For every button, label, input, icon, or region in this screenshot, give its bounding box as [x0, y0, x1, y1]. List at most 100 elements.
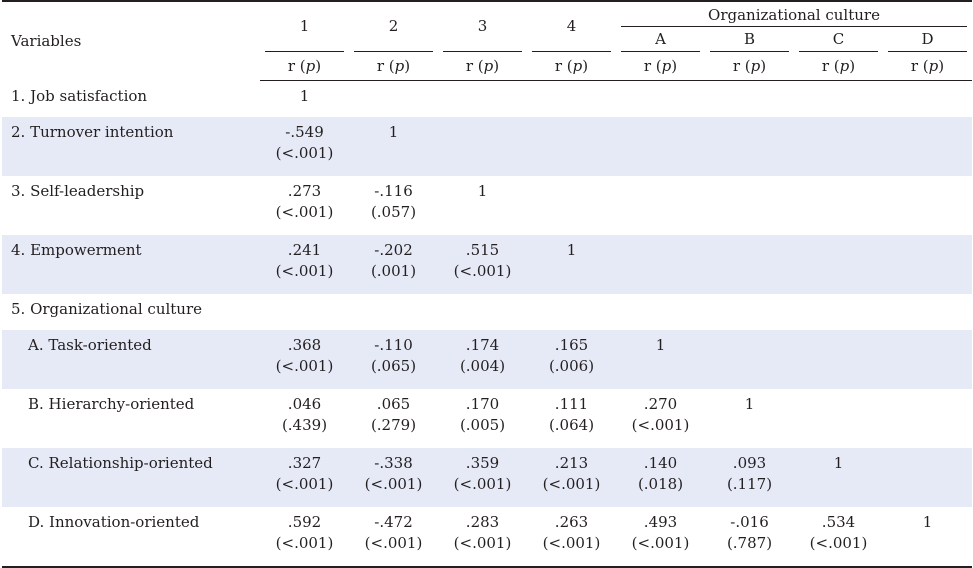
table-cell	[616, 294, 705, 330]
header-rp-label: r (p)	[705, 52, 794, 81]
table-cell	[883, 81, 972, 118]
cell-p-value: (.001)	[370, 262, 417, 280]
cell-p-value: (.004)	[459, 357, 506, 375]
table-cell: 1	[705, 389, 794, 448]
cell-r-value: 1	[922, 513, 933, 531]
cell-p-value: (.439)	[281, 416, 328, 434]
table-cell	[616, 117, 705, 176]
table-cell: .213 (<.001)	[527, 448, 616, 507]
cell-p-value: (.006)	[548, 357, 595, 375]
table-cell: .534 (<.001)	[794, 507, 883, 568]
cell-p-value: (.057)	[370, 203, 417, 221]
header-col-c: C	[794, 27, 883, 52]
group-title: Organizational culture	[621, 2, 967, 27]
table-cell	[883, 389, 972, 448]
cell-r-value: .140	[643, 454, 678, 472]
cell-r-value: .263	[554, 513, 589, 531]
cell-p-value: (<.001)	[275, 357, 334, 375]
table-cell	[794, 81, 883, 118]
table-cell	[883, 235, 972, 294]
cell-r-value: .241	[287, 241, 322, 259]
table-cell: .592 (<.001)	[260, 507, 349, 568]
table-cell	[705, 330, 794, 389]
table-cell	[527, 117, 616, 176]
table-cell	[705, 176, 794, 235]
table-cell: .170 (.005)	[438, 389, 527, 448]
table-cell	[527, 176, 616, 235]
cell-r-value: .359	[465, 454, 500, 472]
cell-r-value: 1	[655, 336, 666, 354]
header-col-1: 1	[260, 0, 349, 52]
header-rp-label: r (p)	[349, 52, 438, 81]
table-cell: 1	[260, 81, 349, 118]
row-label: C. Relationship-oriented	[2, 448, 260, 507]
table-row: 5. Organizational culture	[2, 294, 972, 330]
cell-r-value: 1	[388, 123, 399, 141]
row-label: A. Task-oriented	[2, 330, 260, 389]
cell-r-value: .493	[643, 513, 678, 531]
table-cell	[527, 81, 616, 118]
cell-p-value: (.064)	[548, 416, 595, 434]
header-variables: Variables	[2, 0, 260, 81]
table-row: 2. Turnover intention -.549 (<.001) 1	[2, 117, 972, 176]
cell-r-value: .111	[554, 395, 589, 413]
header-rp-label: r (p)	[883, 52, 972, 81]
row-label: B. Hierarchy-oriented	[28, 395, 195, 413]
cell-r-value: .213	[554, 454, 589, 472]
header-rp-label: r (p)	[438, 52, 527, 81]
cell-p-value: (<.001)	[275, 262, 334, 280]
row-label: D. Innovation-oriented	[2, 507, 260, 568]
cell-r-value: -.202	[374, 241, 413, 259]
cell-p-value: (<.001)	[453, 475, 512, 493]
table-row: 4. Empowerment .241 (<.001) -.202 (.001) .515…	[2, 235, 972, 294]
cell-r-value: -.110	[374, 336, 413, 354]
cell-p-value: (.018)	[637, 475, 684, 493]
table-cell: .241 (<.001)	[260, 235, 349, 294]
table-cell	[438, 81, 527, 118]
table-cell: .174 (.004)	[438, 330, 527, 389]
cell-p-value: (<.001)	[275, 203, 334, 221]
cell-p-value: (<.001)	[275, 475, 334, 493]
cell-p-value: (<.001)	[809, 534, 868, 552]
table-cell	[616, 81, 705, 118]
table-row: A. Task-oriented .368 (<.001) -.110 (.065) .1…	[2, 330, 972, 389]
cell-p-value: (<.001)	[364, 534, 423, 552]
table-cell: -.549 (<.001)	[260, 117, 349, 176]
header-rp-label: r (p)	[260, 52, 349, 81]
cell-p-value: (.787)	[726, 534, 773, 552]
table-cell	[794, 330, 883, 389]
table-cell: -.472 (<.001)	[349, 507, 438, 568]
cell-r-value: .273	[287, 182, 322, 200]
table-cell	[883, 117, 972, 176]
table-cell: 1	[883, 507, 972, 568]
table-cell	[794, 117, 883, 176]
table-cell	[349, 81, 438, 118]
table-cell	[260, 294, 349, 330]
table-cell	[616, 176, 705, 235]
table-cell: .165 (.006)	[527, 330, 616, 389]
table-row: 3. Self-leadership .273 (<.001) -.116 (.057)…	[2, 176, 972, 235]
table-cell: .263 (<.001)	[527, 507, 616, 568]
cell-r-value: .515	[465, 241, 500, 259]
cell-r-value: -.472	[374, 513, 413, 531]
header-col-a: A	[616, 27, 705, 52]
header-rp-label: r (p)	[794, 52, 883, 81]
table-cell	[438, 294, 527, 330]
header-col-4: 4	[527, 0, 616, 52]
cell-p-value: (<.001)	[542, 534, 601, 552]
table-cell: .515 (<.001)	[438, 235, 527, 294]
table-cell: .327 (<.001)	[260, 448, 349, 507]
cell-p-value: (<.001)	[453, 534, 512, 552]
cell-r-value: .270	[643, 395, 678, 413]
table-cell: -.016 (.787)	[705, 507, 794, 568]
table-cell: 1	[349, 117, 438, 176]
table-cell	[883, 176, 972, 235]
table-row: B. Hierarchy-oriented .046 (.439) .065 (.279…	[2, 389, 972, 448]
table-row: C. Relationship-oriented .327 (<.001) -.338…	[2, 448, 972, 507]
table-cell: -.202 (.001)	[349, 235, 438, 294]
cell-r-value: .368	[287, 336, 322, 354]
table-cell: -.110 (.065)	[349, 330, 438, 389]
table-cell	[438, 117, 527, 176]
